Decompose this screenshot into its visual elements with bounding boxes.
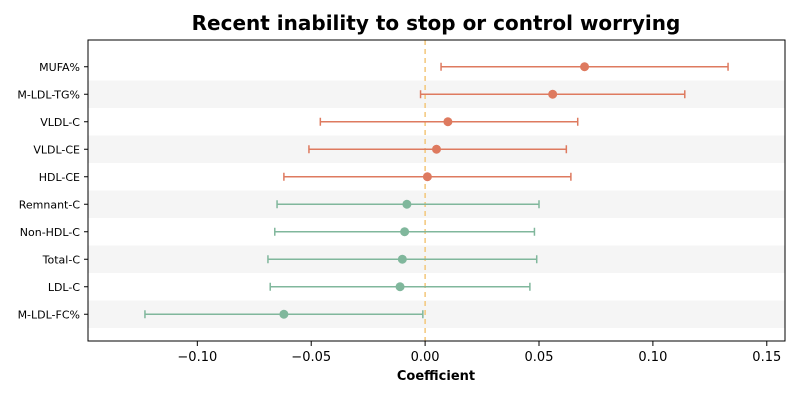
y-tick-label-hdl-ce: HDL-CE — [39, 171, 80, 184]
y-tick-label-vldl-ce: VLDL-CE — [33, 143, 80, 156]
y-tick-label-total-c: Total-C — [42, 253, 81, 266]
chart-title: Recent inability to stop or control worr… — [192, 11, 681, 35]
estimate-point-vldl-c — [443, 117, 453, 127]
y-tick-label-vldl-c: VLDL-C — [40, 116, 80, 129]
x-tick-label-5: 0.15 — [752, 350, 781, 365]
x-tick-label-3: 0.05 — [525, 350, 554, 365]
estimate-point-m-ldl-fc-pct — [279, 309, 289, 319]
estimate-point-ldl-c — [395, 282, 405, 292]
estimate-point-mufa-pct — [580, 62, 590, 72]
y-tick-label-m-ldl-tg-pct: M-LDL-TG% — [17, 88, 80, 101]
y-tick-label-m-ldl-fc-pct: M-LDL-FC% — [18, 308, 80, 321]
x-tick-label-2: 0.00 — [411, 350, 440, 365]
x-tick-label-0: −0.10 — [177, 350, 217, 365]
y-tick-label-ldl-c: LDL-C — [48, 281, 81, 294]
x-tick-label-4: 0.10 — [638, 350, 667, 365]
y-tick-label-non-hdl-c: Non-HDL-C — [20, 226, 81, 239]
estimate-point-non-hdl-c — [400, 227, 410, 237]
plot-frame — [87, 39, 786, 342]
estimate-point-total-c — [397, 254, 407, 264]
estimate-point-vldl-ce — [432, 144, 441, 154]
estimate-point-remnant-c — [402, 199, 412, 209]
x-axis: −0.10 −0.05 0.00 0.05 0.10 0.15 — [177, 341, 781, 365]
y-tick-label-remnant-c: Remnant-C — [19, 198, 81, 211]
estimate-point-m-ldl-tg-pct — [548, 89, 558, 99]
y-axis: MUFA% M-LDL-TG% VLDL-C VLDL-CE HDL-CE Remnant… — [17, 61, 88, 321]
x-axis-label: Coefficient — [397, 369, 475, 384]
estimate-marks — [144, 62, 729, 319]
x-tick-label-1: −0.05 — [291, 350, 331, 365]
y-tick-label-mufa-pct: MUFA% — [39, 61, 80, 74]
estimate-point-hdl-ce — [422, 172, 432, 182]
